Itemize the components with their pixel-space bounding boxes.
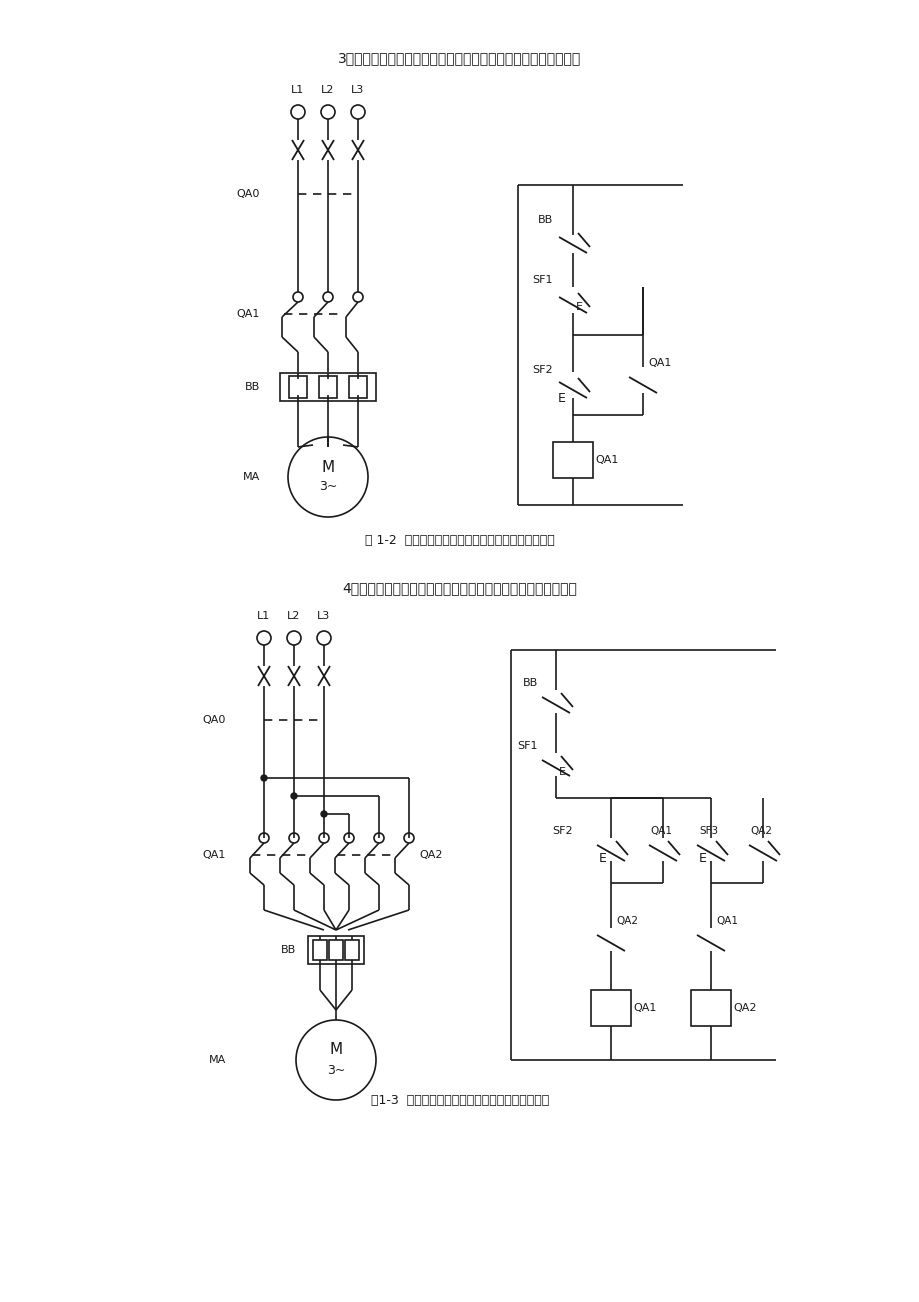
Circle shape bbox=[296, 1019, 376, 1100]
Bar bbox=[319, 376, 336, 398]
Text: L2: L2 bbox=[287, 611, 301, 621]
Text: QA1: QA1 bbox=[650, 825, 671, 836]
Circle shape bbox=[344, 833, 354, 842]
Circle shape bbox=[319, 833, 329, 842]
Text: QA1: QA1 bbox=[715, 917, 737, 926]
Text: L3: L3 bbox=[317, 611, 330, 621]
Text: L1: L1 bbox=[257, 611, 270, 621]
Text: L1: L1 bbox=[291, 85, 304, 95]
Bar bbox=[690, 990, 731, 1026]
Text: L3: L3 bbox=[351, 85, 364, 95]
Circle shape bbox=[290, 793, 297, 799]
Bar bbox=[590, 990, 630, 1026]
Text: BB: BB bbox=[244, 381, 260, 392]
Circle shape bbox=[323, 292, 333, 302]
Circle shape bbox=[317, 631, 331, 644]
Text: QA1: QA1 bbox=[236, 309, 260, 319]
Circle shape bbox=[403, 833, 414, 842]
Text: SF3: SF3 bbox=[698, 825, 718, 836]
Text: QA2: QA2 bbox=[749, 825, 771, 836]
Text: QA2: QA2 bbox=[616, 917, 637, 926]
Text: M: M bbox=[329, 1043, 342, 1057]
Text: QA2: QA2 bbox=[732, 1003, 755, 1013]
Text: E: E bbox=[575, 302, 583, 312]
Circle shape bbox=[287, 631, 301, 644]
Circle shape bbox=[290, 105, 305, 118]
Circle shape bbox=[289, 833, 299, 842]
Circle shape bbox=[353, 292, 363, 302]
Text: QA2: QA2 bbox=[418, 850, 442, 861]
Circle shape bbox=[256, 631, 271, 644]
Circle shape bbox=[374, 833, 383, 842]
Bar bbox=[348, 376, 367, 398]
Text: BB: BB bbox=[522, 678, 538, 687]
Text: SF2: SF2 bbox=[532, 365, 552, 375]
Text: SF2: SF2 bbox=[551, 825, 573, 836]
Text: E: E bbox=[559, 767, 565, 777]
Bar bbox=[329, 940, 343, 960]
Circle shape bbox=[351, 105, 365, 118]
Text: BB: BB bbox=[538, 215, 552, 225]
Text: 3~: 3~ bbox=[319, 480, 337, 493]
Circle shape bbox=[321, 105, 335, 118]
Bar bbox=[279, 372, 376, 401]
Text: SF1: SF1 bbox=[516, 741, 538, 751]
Text: QA1: QA1 bbox=[202, 850, 226, 861]
Text: L2: L2 bbox=[321, 85, 335, 95]
Circle shape bbox=[292, 292, 302, 302]
Text: QA1: QA1 bbox=[595, 454, 618, 465]
Text: E: E bbox=[698, 853, 706, 866]
Bar bbox=[552, 441, 593, 478]
Text: SF1: SF1 bbox=[532, 275, 552, 285]
Text: 4．连接三相交流异步电动机的正反转控制电路，并进行验证。: 4．连接三相交流异步电动机的正反转控制电路，并进行验证。 bbox=[342, 581, 577, 595]
Text: QA1: QA1 bbox=[647, 358, 671, 368]
Text: 3．连接三相交流异步电动机的全压启动控制电路，并进行验证。: 3．连接三相交流异步电动机的全压启动控制电路，并进行验证。 bbox=[338, 51, 581, 65]
Bar bbox=[345, 940, 358, 960]
Circle shape bbox=[321, 811, 326, 816]
Circle shape bbox=[259, 833, 268, 842]
Text: 图1-3  三相交流异步电动机正反转控制电路原理图: 图1-3 三相交流异步电动机正反转控制电路原理图 bbox=[370, 1094, 549, 1107]
Text: QA1: QA1 bbox=[632, 1003, 655, 1013]
Text: MA: MA bbox=[243, 473, 260, 482]
Text: E: E bbox=[558, 392, 565, 405]
Text: 图 1-2  三相交流异步电动机全压启动控制电路原理图: 图 1-2 三相交流异步电动机全压启动控制电路原理图 bbox=[365, 534, 554, 547]
Text: BB: BB bbox=[280, 945, 296, 954]
Text: QA0: QA0 bbox=[236, 189, 260, 199]
Text: M: M bbox=[321, 460, 335, 474]
Circle shape bbox=[288, 437, 368, 517]
Text: E: E bbox=[598, 853, 607, 866]
Circle shape bbox=[261, 775, 267, 781]
Bar bbox=[289, 376, 307, 398]
Text: 3~: 3~ bbox=[326, 1064, 345, 1077]
Bar bbox=[308, 936, 364, 963]
Bar bbox=[312, 940, 326, 960]
Text: MA: MA bbox=[209, 1055, 226, 1065]
Text: QA0: QA0 bbox=[202, 715, 226, 725]
